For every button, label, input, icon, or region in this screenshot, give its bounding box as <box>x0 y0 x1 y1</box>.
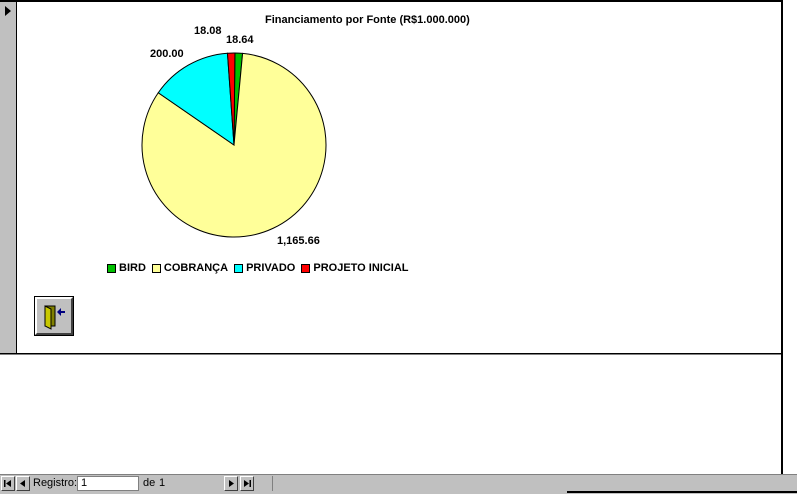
next-record-icon <box>229 480 234 487</box>
data-label-cobranca: 1,165.66 <box>277 235 320 247</box>
first-record-icon <box>4 480 11 487</box>
right-margin <box>783 0 797 474</box>
chart-title: Financiamento por Fonte (R$1.000.000) <box>265 14 470 26</box>
exit-door-icon <box>44 305 65 330</box>
record-label: Registro: <box>33 477 78 489</box>
chart-area: Financiamento por Fonte (R$1.000.000) 18… <box>17 2 781 353</box>
slice-projeto-inicial <box>226 52 236 146</box>
data-label-bird: 18.64 <box>226 34 254 46</box>
previous-record-icon <box>20 480 25 487</box>
legend-swatch-projeto-inicial <box>301 263 311 273</box>
of-label: de <box>143 477 156 489</box>
legend-swatch-privado <box>234 263 244 273</box>
chart-legend: BIRD COBRANÇA PRIVADO PROJETO INICIAL <box>107 262 415 274</box>
previous-record-button[interactable] <box>16 476 30 491</box>
right-border <box>781 0 783 474</box>
pie-chart <box>141 52 327 238</box>
legend-item-privado: PRIVADO <box>234 262 295 274</box>
legend-swatch-cobranca <box>151 263 161 273</box>
current-record-field[interactable]: 1 <box>77 476 139 491</box>
legend-label-projeto-inicial: PROJETO INICIAL <box>313 262 409 274</box>
legend-label-cobranca: COBRANÇA <box>163 262 229 274</box>
legend-label-bird: BIRD <box>119 262 146 274</box>
record-navigation-bar: Registro: 1 de 1 <box>0 474 797 494</box>
first-record-button[interactable] <box>1 476 15 491</box>
total-records: 1 <box>159 477 166 489</box>
data-label-projeto-inicial: 18.08 <box>194 25 222 37</box>
record-selector[interactable] <box>0 2 17 354</box>
data-label-privado: 200.00 <box>150 48 184 60</box>
slice-privado <box>157 52 235 147</box>
current-record-arrow-icon <box>5 6 11 16</box>
legend-label-privado: PRIVADO <box>246 262 296 274</box>
legend-item-projeto-inicial: PROJETO INICIAL <box>301 262 409 274</box>
last-record-button[interactable] <box>240 476 254 491</box>
top-border <box>0 0 797 2</box>
last-record-icon <box>244 480 251 487</box>
bottom-border <box>567 491 797 493</box>
next-record-button[interactable] <box>224 476 238 491</box>
exit-button[interactable] <box>34 296 74 336</box>
record-divider-shadow <box>0 354 781 355</box>
legend-item-cobranca: COBRANÇA <box>151 262 229 274</box>
legend-swatch-bird <box>107 263 116 273</box>
record-divider <box>0 353 781 354</box>
horizontal-scrollbar[interactable] <box>272 476 782 491</box>
legend-item-bird: BIRD <box>107 262 146 274</box>
